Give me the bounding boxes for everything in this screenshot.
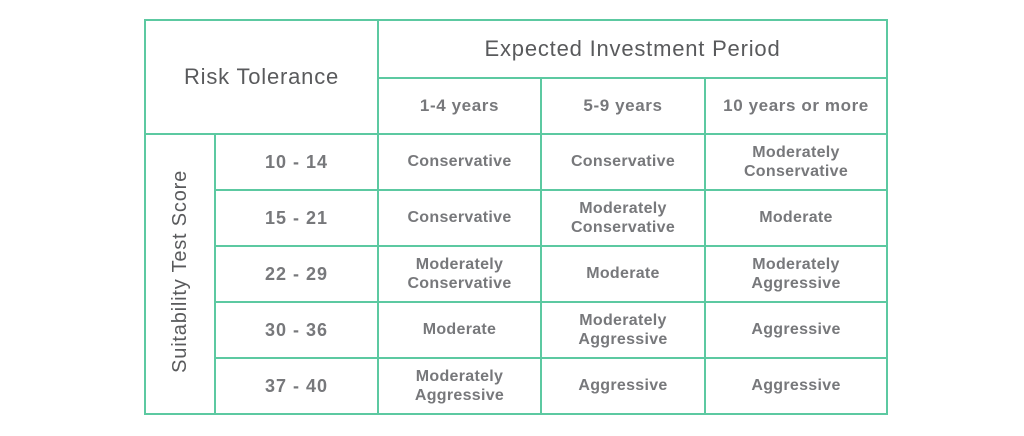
table-row-score-22-29: 22 - 29 Moderately Conservative Moderate… <box>145 245 889 303</box>
table-row-score-30-36: 30 - 36 Moderate Moderately Aggressive A… <box>145 301 889 359</box>
risk-profile-cell: Moderately Aggressive <box>703 245 889 303</box>
score-range-cell: 15 - 21 <box>214 189 379 247</box>
score-range-cell: 10 - 14 <box>214 133 379 191</box>
suitability-test-score-label: Suitability Test Score <box>169 170 191 373</box>
col-header-10-years-or-more: 10 years or more <box>703 77 889 135</box>
expected-investment-period-header: Expected Investment Period <box>376 19 889 79</box>
risk-tolerance-header: Risk Tolerance <box>144 19 379 135</box>
risk-profile-cell: Conservative <box>377 133 542 191</box>
risk-profile-cell: Moderately Aggressive <box>377 357 542 415</box>
table-row-score-37-40: 37 - 40 Moderately Aggressive Aggressive… <box>145 357 889 415</box>
col-header-5-9-years: 5-9 years <box>540 77 706 135</box>
risk-profile-cell: Moderately Conservative <box>540 189 706 247</box>
header-row-periods: 1-4 years 5-9 years 10 years or more <box>145 77 889 135</box>
risk-profile-cell: Aggressive <box>540 357 706 415</box>
risk-profile-cell: Moderately Conservative <box>377 245 542 303</box>
score-range-cell: 37 - 40 <box>214 357 379 415</box>
risk-suitability-table: Risk Tolerance Expected Investment Perio… <box>144 19 889 415</box>
risk-profile-cell: Moderate <box>540 245 706 303</box>
table-row-score-10-14: Suitability Test Score 10 - 14 Conservat… <box>144 133 889 415</box>
risk-profile-cell: Moderate <box>703 189 889 247</box>
risk-profile-cell: Conservative <box>540 133 706 191</box>
header-row-group: Risk Tolerance Expected Investment Perio… <box>144 19 889 135</box>
risk-profile-cell: Moderately Aggressive <box>540 301 706 359</box>
table-row-score-15-21: 15 - 21 Conservative Moderately Conserva… <box>145 189 889 247</box>
risk-profile-cell: Moderately Conservative <box>703 133 889 191</box>
risk-profile-cell: Aggressive <box>703 301 889 359</box>
risk-profile-cell: Moderate <box>377 301 542 359</box>
score-range-cell: 22 - 29 <box>214 245 379 303</box>
score-range-cell: 30 - 36 <box>214 301 379 359</box>
suitability-test-score-header: Suitability Test Score <box>144 133 216 415</box>
col-header-1-4-years: 1-4 years <box>377 77 542 135</box>
risk-profile-cell: Aggressive <box>703 357 889 415</box>
risk-profile-cell: Conservative <box>377 189 542 247</box>
